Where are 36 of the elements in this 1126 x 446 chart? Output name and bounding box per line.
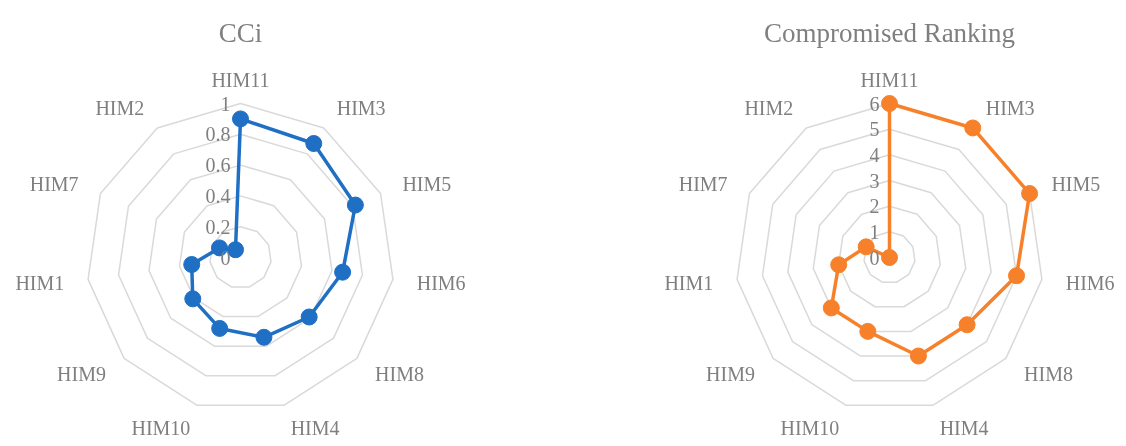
spoke-label: HIM6 xyxy=(416,271,466,294)
spoke-label: HIM10 xyxy=(780,417,840,440)
chart-title: CCi xyxy=(218,17,263,48)
spoke-label: HIM10 xyxy=(131,417,191,440)
spoke-label: HIM2 xyxy=(95,96,145,119)
spoke-label: HIM5 xyxy=(402,172,452,195)
spoke-label: HIM2 xyxy=(744,96,794,119)
spoke-label: HIM3 xyxy=(336,96,386,119)
spoke-label: HIM8 xyxy=(375,363,424,386)
y-tick-label: 1 xyxy=(869,220,880,243)
spoke-label: HIM9 xyxy=(706,363,755,386)
y-tick-label: 0.6 xyxy=(205,154,231,177)
spoke-label: HIM11 xyxy=(860,68,919,91)
y-tick-label: 4 xyxy=(869,143,880,166)
y-tick-label: 0 xyxy=(869,246,880,269)
spoke-label: HIM4 xyxy=(939,417,989,440)
spoke-label: HIM4 xyxy=(290,417,340,440)
spoke-label: HIM6 xyxy=(1065,271,1115,294)
spoke-label: HIM3 xyxy=(985,96,1035,119)
y-tick-label: 3 xyxy=(869,169,880,192)
y-tick-label: 5 xyxy=(869,118,880,141)
y-tick-label: 0.8 xyxy=(205,123,231,146)
spoke-label: HIM5 xyxy=(1051,172,1101,195)
chart-title: Compromised Ranking xyxy=(763,17,1016,48)
y-tick-label: 2 xyxy=(869,195,880,218)
y-tick-label: 1 xyxy=(220,92,231,115)
spoke-label: HIM1 xyxy=(664,271,714,294)
spoke-label: HIM7 xyxy=(678,172,728,195)
y-tick-label: 0.4 xyxy=(205,184,231,207)
y-tick-label: 6 xyxy=(869,92,880,115)
spoke-label: HIM1 xyxy=(15,271,65,294)
y-tick-label: 0.2 xyxy=(205,215,231,238)
spoke-label: HIM7 xyxy=(29,172,79,195)
spoke-label: HIM8 xyxy=(1024,363,1073,386)
spoke-label: HIM11 xyxy=(211,68,270,91)
spoke-label: HIM9 xyxy=(57,363,106,386)
